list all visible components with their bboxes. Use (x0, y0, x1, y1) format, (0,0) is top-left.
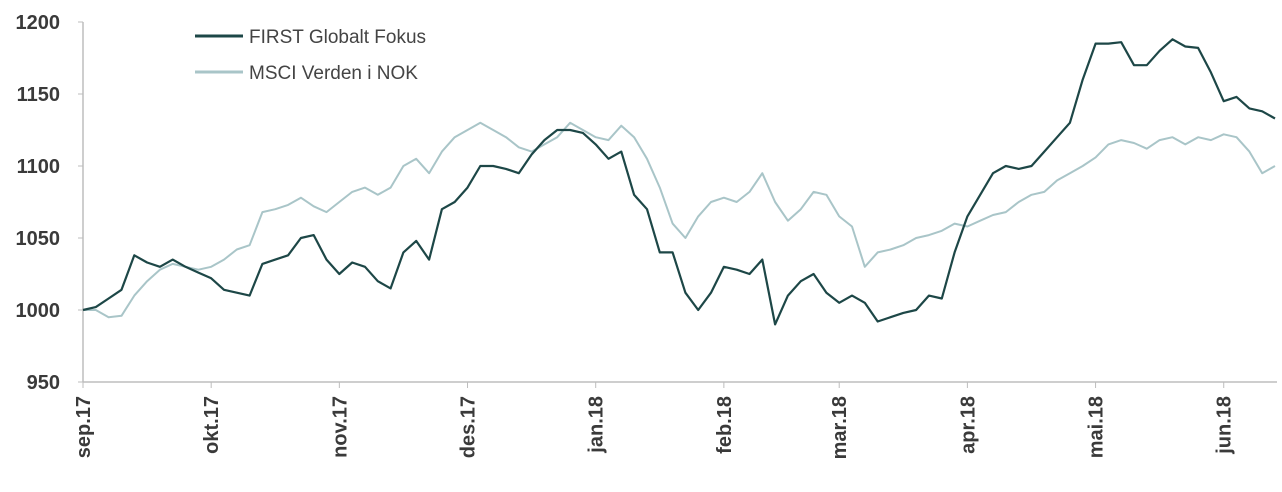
x-tick-label: feb.18 (714, 396, 736, 454)
legend-label: FIRST Globalt Fokus (249, 27, 426, 48)
y-tick-label: 1000 (16, 300, 61, 322)
y-tick-label: 950 (27, 372, 60, 394)
x-tick-label: apr.18 (957, 396, 979, 454)
x-tick-label: jun.18 (1214, 396, 1236, 455)
x-tick-label: mai.18 (1086, 396, 1108, 458)
y-tick-label: 1200 (16, 12, 61, 34)
series-line (82, 38, 1276, 326)
legend-label: MSCI Verden i NOK (249, 63, 418, 84)
series-line (83, 121, 1276, 319)
y-tick-label: 1100 (17, 156, 60, 178)
x-tick-label: sep.17 (73, 396, 95, 458)
x-tick-label: nov.17 (329, 396, 351, 458)
x-tick-label: jan.18 (586, 396, 608, 454)
y-tick-label: 1150 (17, 84, 60, 106)
x-tick-label: mar.18 (829, 396, 851, 459)
x-tick-label: okt.17 (201, 396, 223, 454)
y-tick-label: 1050 (16, 228, 61, 250)
x-tick-label: des.17 (458, 396, 480, 458)
